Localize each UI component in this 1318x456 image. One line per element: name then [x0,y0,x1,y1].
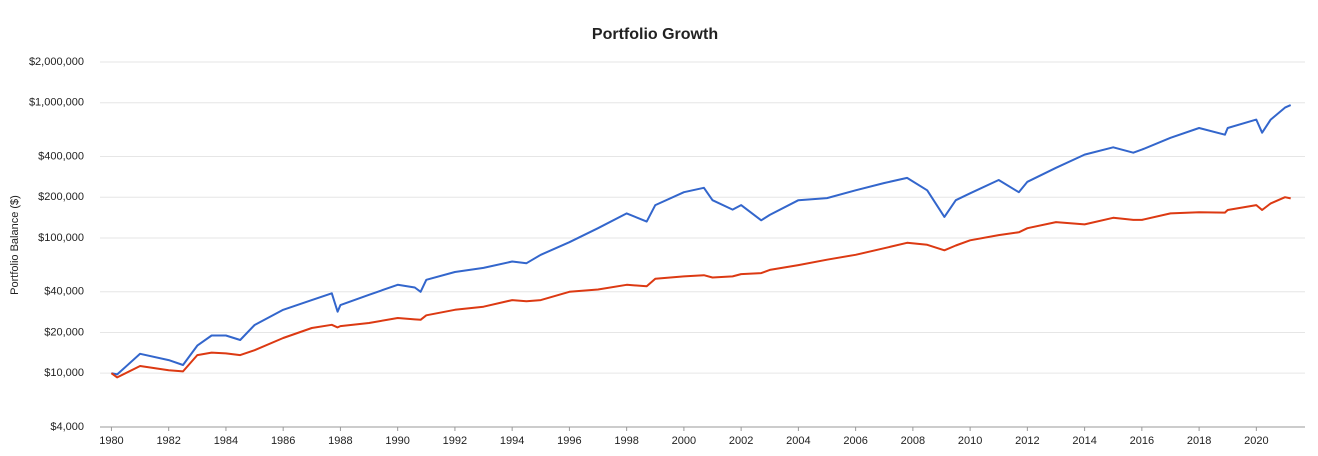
x-tick-label: 1988 [328,435,352,447]
y-tick-label: $40,000 [44,286,84,298]
x-tick-label: 1980 [99,435,123,447]
y-tick-label: $200,000 [38,191,84,203]
series-line [111,104,1292,376]
x-tick-label: 1996 [557,435,581,447]
chart-title: Portfolio Growth [592,26,718,43]
x-tick-label: 1990 [385,435,409,447]
y-axis-label: Portfolio Balance ($) [9,195,21,295]
x-tick-label: 2008 [901,435,925,447]
x-tick-label: 1986 [271,435,295,447]
x-tick-label: 2020 [1244,435,1268,447]
y-tick-label: $100,000 [38,232,84,244]
x-tick-label: 1984 [214,435,238,447]
series-line [110,196,1291,379]
x-tick-label: 2016 [1130,435,1154,447]
y-tick-label: $1,000,000 [29,97,84,109]
x-tick-label: 2018 [1187,435,1211,447]
y-tick-label: $2,000,000 [29,56,84,68]
x-tick-label: 1994 [500,435,524,447]
x-tick-label: 1982 [156,435,180,447]
x-tick-label: 2010 [958,435,982,447]
x-tick-label: 2000 [672,435,696,447]
x-tick-label: 1992 [443,435,467,447]
y-tick-label: $4,000 [50,421,84,433]
y-tick-label: $10,000 [44,367,84,379]
x-tick-label: 2002 [729,435,753,447]
y-tick-label: $20,000 [44,326,84,338]
x-tick-label: 2006 [843,435,867,447]
y-tick-label: $400,000 [38,150,84,162]
x-tick-label: 2014 [1072,435,1096,447]
x-tick-label: 2004 [786,435,810,447]
x-tick-label: 1998 [614,435,638,447]
x-tick-label: 2012 [1015,435,1039,447]
